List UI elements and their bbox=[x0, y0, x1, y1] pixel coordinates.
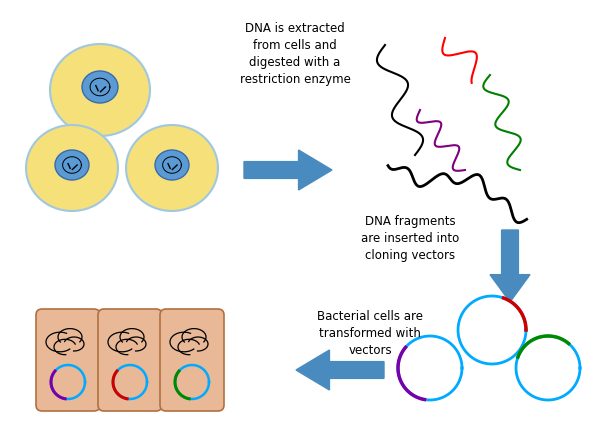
Ellipse shape bbox=[50, 44, 150, 136]
Text: Bacterial cells are
transformed with
vectors: Bacterial cells are transformed with vec… bbox=[317, 310, 423, 357]
Ellipse shape bbox=[26, 125, 118, 211]
Ellipse shape bbox=[126, 125, 218, 211]
Ellipse shape bbox=[82, 71, 118, 103]
FancyBboxPatch shape bbox=[36, 309, 100, 411]
FancyBboxPatch shape bbox=[160, 309, 224, 411]
Text: DNA fragments
are inserted into
cloning vectors: DNA fragments are inserted into cloning … bbox=[361, 215, 459, 261]
Ellipse shape bbox=[155, 150, 189, 180]
Ellipse shape bbox=[55, 150, 89, 180]
Polygon shape bbox=[296, 350, 384, 390]
FancyBboxPatch shape bbox=[98, 309, 162, 411]
Polygon shape bbox=[244, 150, 332, 190]
Text: DNA is extracted
from cells and
digested with a
restriction enzyme: DNA is extracted from cells and digested… bbox=[239, 22, 350, 86]
Polygon shape bbox=[490, 230, 530, 302]
